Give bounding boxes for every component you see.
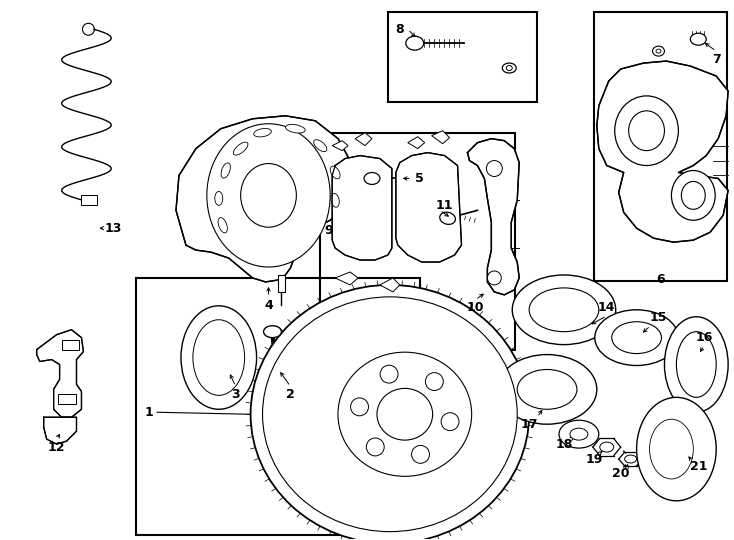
Ellipse shape — [215, 191, 222, 205]
Ellipse shape — [600, 442, 614, 452]
Ellipse shape — [595, 310, 678, 366]
Polygon shape — [37, 330, 84, 417]
Polygon shape — [597, 61, 728, 242]
Polygon shape — [396, 153, 462, 262]
Ellipse shape — [628, 111, 664, 151]
Circle shape — [426, 373, 443, 390]
Ellipse shape — [313, 140, 327, 152]
Ellipse shape — [672, 171, 715, 220]
Text: 1: 1 — [145, 406, 153, 419]
Ellipse shape — [636, 397, 716, 501]
Ellipse shape — [512, 275, 616, 345]
Ellipse shape — [677, 332, 716, 397]
Text: 2: 2 — [286, 388, 295, 401]
Ellipse shape — [250, 285, 529, 540]
Ellipse shape — [331, 193, 339, 207]
Ellipse shape — [611, 322, 661, 354]
Circle shape — [366, 438, 384, 456]
Polygon shape — [176, 116, 352, 282]
Circle shape — [487, 271, 501, 285]
Ellipse shape — [338, 352, 472, 476]
Ellipse shape — [181, 306, 257, 409]
Text: 3: 3 — [231, 388, 240, 401]
Ellipse shape — [286, 124, 305, 133]
Ellipse shape — [529, 288, 599, 332]
Text: 8: 8 — [396, 23, 404, 36]
Ellipse shape — [221, 163, 230, 178]
Polygon shape — [335, 272, 358, 285]
Ellipse shape — [241, 164, 297, 227]
Text: 4: 4 — [264, 299, 273, 312]
Ellipse shape — [517, 369, 577, 409]
Text: 19: 19 — [585, 453, 603, 465]
Ellipse shape — [263, 297, 517, 532]
Ellipse shape — [330, 166, 340, 179]
Text: 6: 6 — [656, 273, 665, 286]
Text: 9: 9 — [324, 224, 333, 237]
Ellipse shape — [377, 388, 432, 440]
Polygon shape — [333, 156, 392, 260]
Circle shape — [380, 365, 398, 383]
Bar — [320, 133, 515, 349]
Ellipse shape — [264, 326, 281, 338]
Ellipse shape — [681, 181, 705, 210]
Polygon shape — [380, 278, 400, 292]
Ellipse shape — [653, 46, 664, 56]
Ellipse shape — [207, 124, 330, 267]
Ellipse shape — [559, 420, 599, 448]
Ellipse shape — [233, 142, 248, 155]
Polygon shape — [432, 131, 449, 144]
Ellipse shape — [502, 63, 516, 73]
Ellipse shape — [406, 36, 424, 50]
Ellipse shape — [691, 33, 706, 45]
Text: 20: 20 — [612, 468, 630, 481]
Ellipse shape — [656, 49, 661, 53]
Text: 18: 18 — [556, 437, 573, 450]
Text: 10: 10 — [467, 301, 484, 314]
Bar — [62, 340, 79, 349]
Text: 11: 11 — [436, 199, 454, 212]
Circle shape — [487, 160, 502, 177]
Ellipse shape — [664, 317, 728, 412]
Polygon shape — [43, 417, 76, 444]
Ellipse shape — [625, 455, 636, 463]
Ellipse shape — [498, 355, 597, 424]
Text: 7: 7 — [712, 52, 721, 65]
Polygon shape — [468, 139, 519, 295]
Text: 14: 14 — [598, 301, 616, 314]
Ellipse shape — [506, 65, 512, 71]
Bar — [594, 12, 727, 281]
Bar — [388, 12, 537, 102]
Polygon shape — [278, 275, 286, 292]
Ellipse shape — [614, 96, 678, 166]
Bar — [81, 195, 98, 205]
Ellipse shape — [364, 172, 380, 185]
Bar — [137, 278, 420, 535]
Text: 16: 16 — [696, 331, 713, 344]
Circle shape — [412, 446, 429, 463]
Polygon shape — [408, 137, 425, 148]
Ellipse shape — [570, 428, 588, 440]
Text: 13: 13 — [105, 222, 122, 235]
Ellipse shape — [218, 218, 228, 233]
Ellipse shape — [254, 129, 272, 137]
Ellipse shape — [440, 212, 455, 225]
Text: 17: 17 — [520, 418, 538, 431]
Bar — [57, 394, 76, 404]
Text: 12: 12 — [48, 441, 65, 454]
Polygon shape — [333, 140, 348, 151]
Text: 5: 5 — [415, 172, 424, 185]
Circle shape — [351, 398, 368, 416]
Text: 21: 21 — [689, 461, 707, 474]
Text: 15: 15 — [650, 311, 667, 324]
Circle shape — [441, 413, 459, 430]
Polygon shape — [355, 133, 372, 146]
